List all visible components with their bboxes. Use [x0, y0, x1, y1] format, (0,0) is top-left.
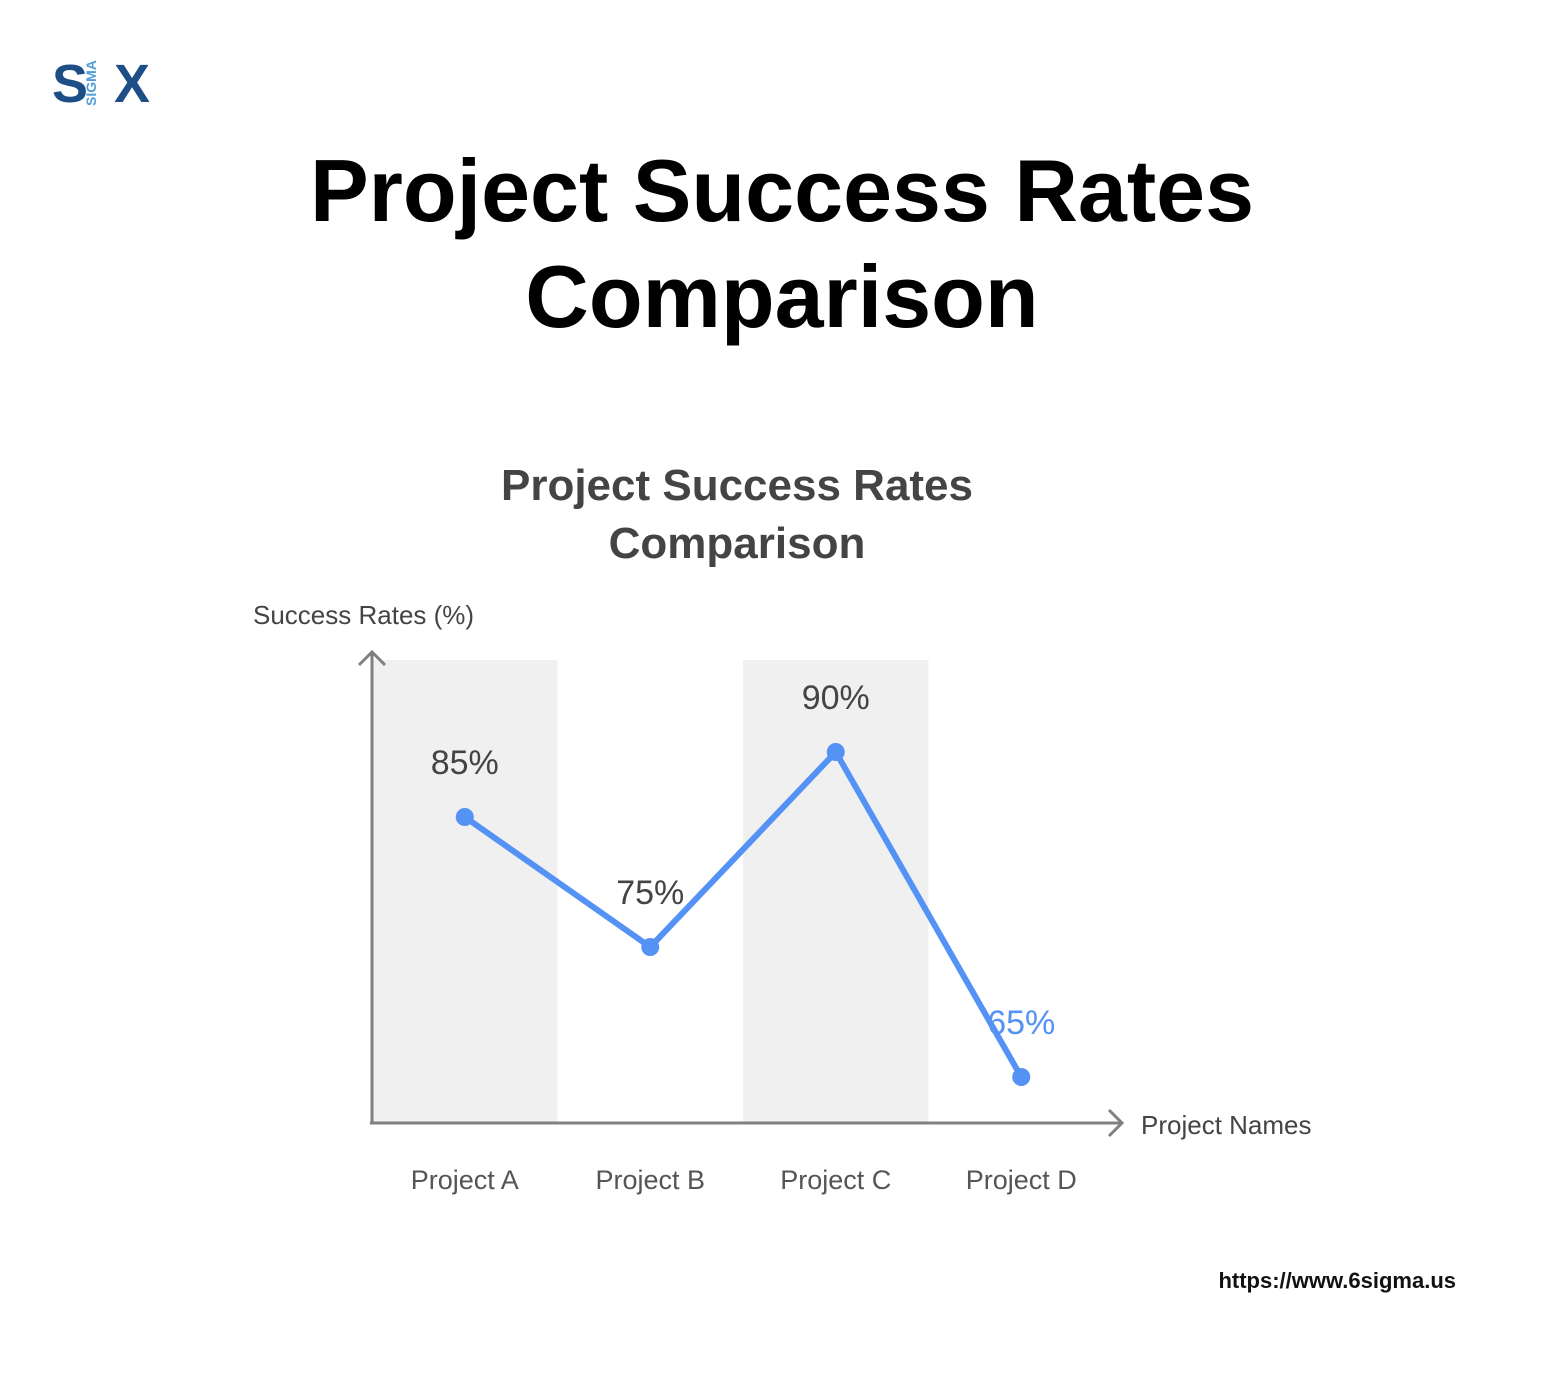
category-band [743, 660, 929, 1123]
data-point[interactable] [455, 808, 474, 826]
brand-logo: S SIGMA X [52, 54, 150, 112]
data-points [455, 743, 1031, 1086]
x-axis-label: Project Names [1141, 1110, 1312, 1140]
x-tick-label: Project C [780, 1165, 891, 1195]
category-band [372, 660, 558, 1123]
x-axis [370, 1108, 1125, 1138]
chart-title-line-2: Comparison [609, 519, 866, 568]
series-line [463, 749, 1024, 1079]
y-axis-label: Success Rates (%) [253, 600, 474, 630]
data-label: 75% [616, 874, 684, 912]
data-label: 85% [431, 744, 499, 782]
x-tick-label: Project A [411, 1165, 519, 1195]
data-labels: 85% 75% 90% 65% [431, 679, 1056, 1042]
logo-letter-s: S [52, 54, 88, 112]
page-title-line-1: Project Success Rates [309, 141, 1255, 240]
data-label: 90% [802, 679, 870, 717]
logo-letter-x: X [114, 54, 150, 112]
data-point[interactable] [826, 743, 845, 761]
data-point[interactable] [641, 938, 660, 956]
data-point[interactable] [1012, 1068, 1031, 1086]
page-title-line-2: Comparison [525, 247, 1039, 346]
page-title: Project Success Rates Comparison [0, 138, 1564, 350]
chart-title-line-1: Project Success Rates [501, 461, 973, 510]
y-axis [357, 649, 387, 1123]
x-tick-labels: Project A Project B Project C Project D [411, 1165, 1077, 1195]
y-axis-arrow-icon [357, 649, 387, 667]
logo-sigma-text: SIGMA [83, 60, 99, 106]
data-label: 65% [987, 1004, 1055, 1042]
x-axis-arrow-icon [1107, 1108, 1125, 1138]
x-tick-label: Project D [966, 1165, 1077, 1195]
footer-url[interactable]: https://www.6sigma.us [1218, 1268, 1456, 1293]
series-line-group [463, 749, 1024, 1079]
x-tick-label: Project B [595, 1165, 705, 1195]
category-bands [372, 660, 929, 1123]
